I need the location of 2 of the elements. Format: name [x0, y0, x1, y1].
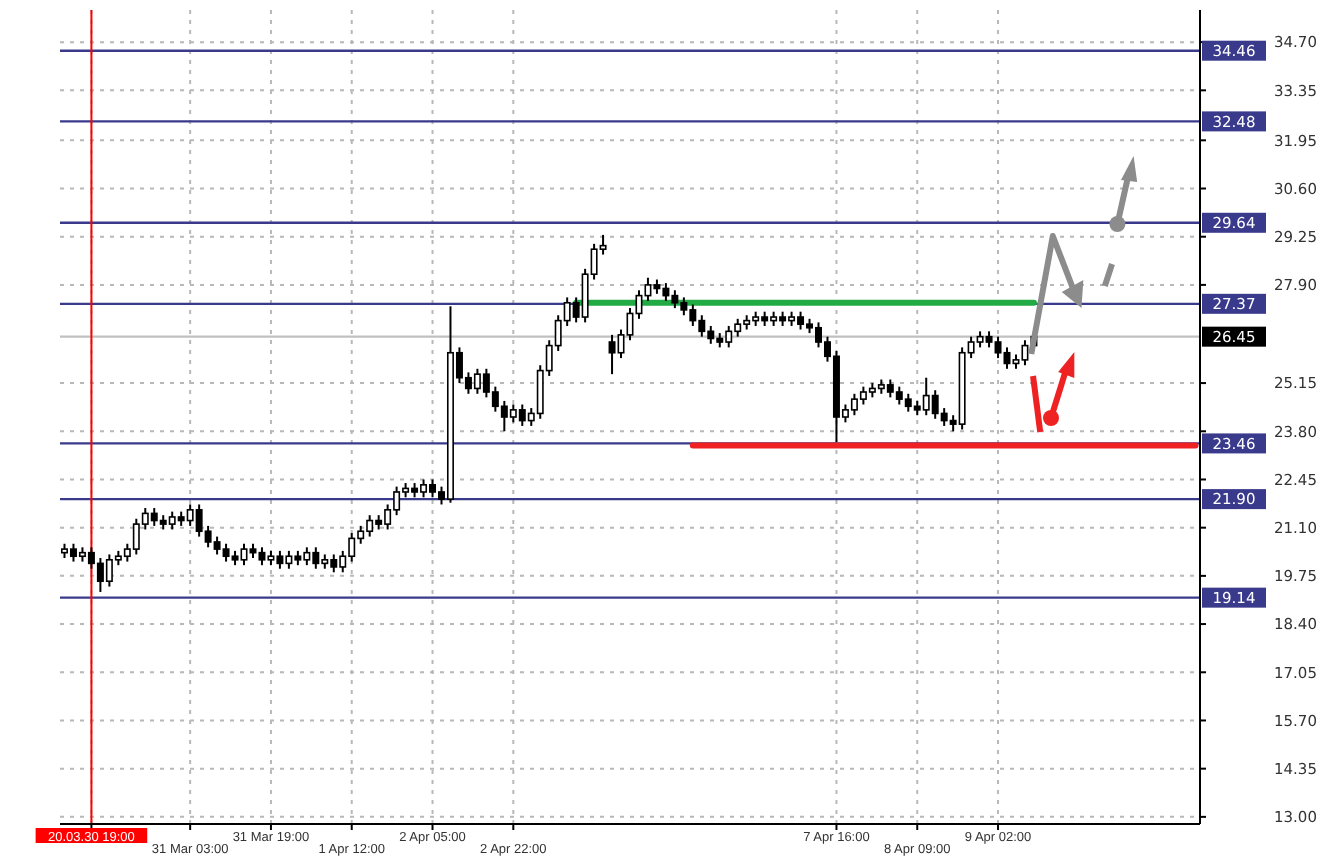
candlestick [1003, 346, 1011, 370]
candlestick [240, 542, 248, 567]
